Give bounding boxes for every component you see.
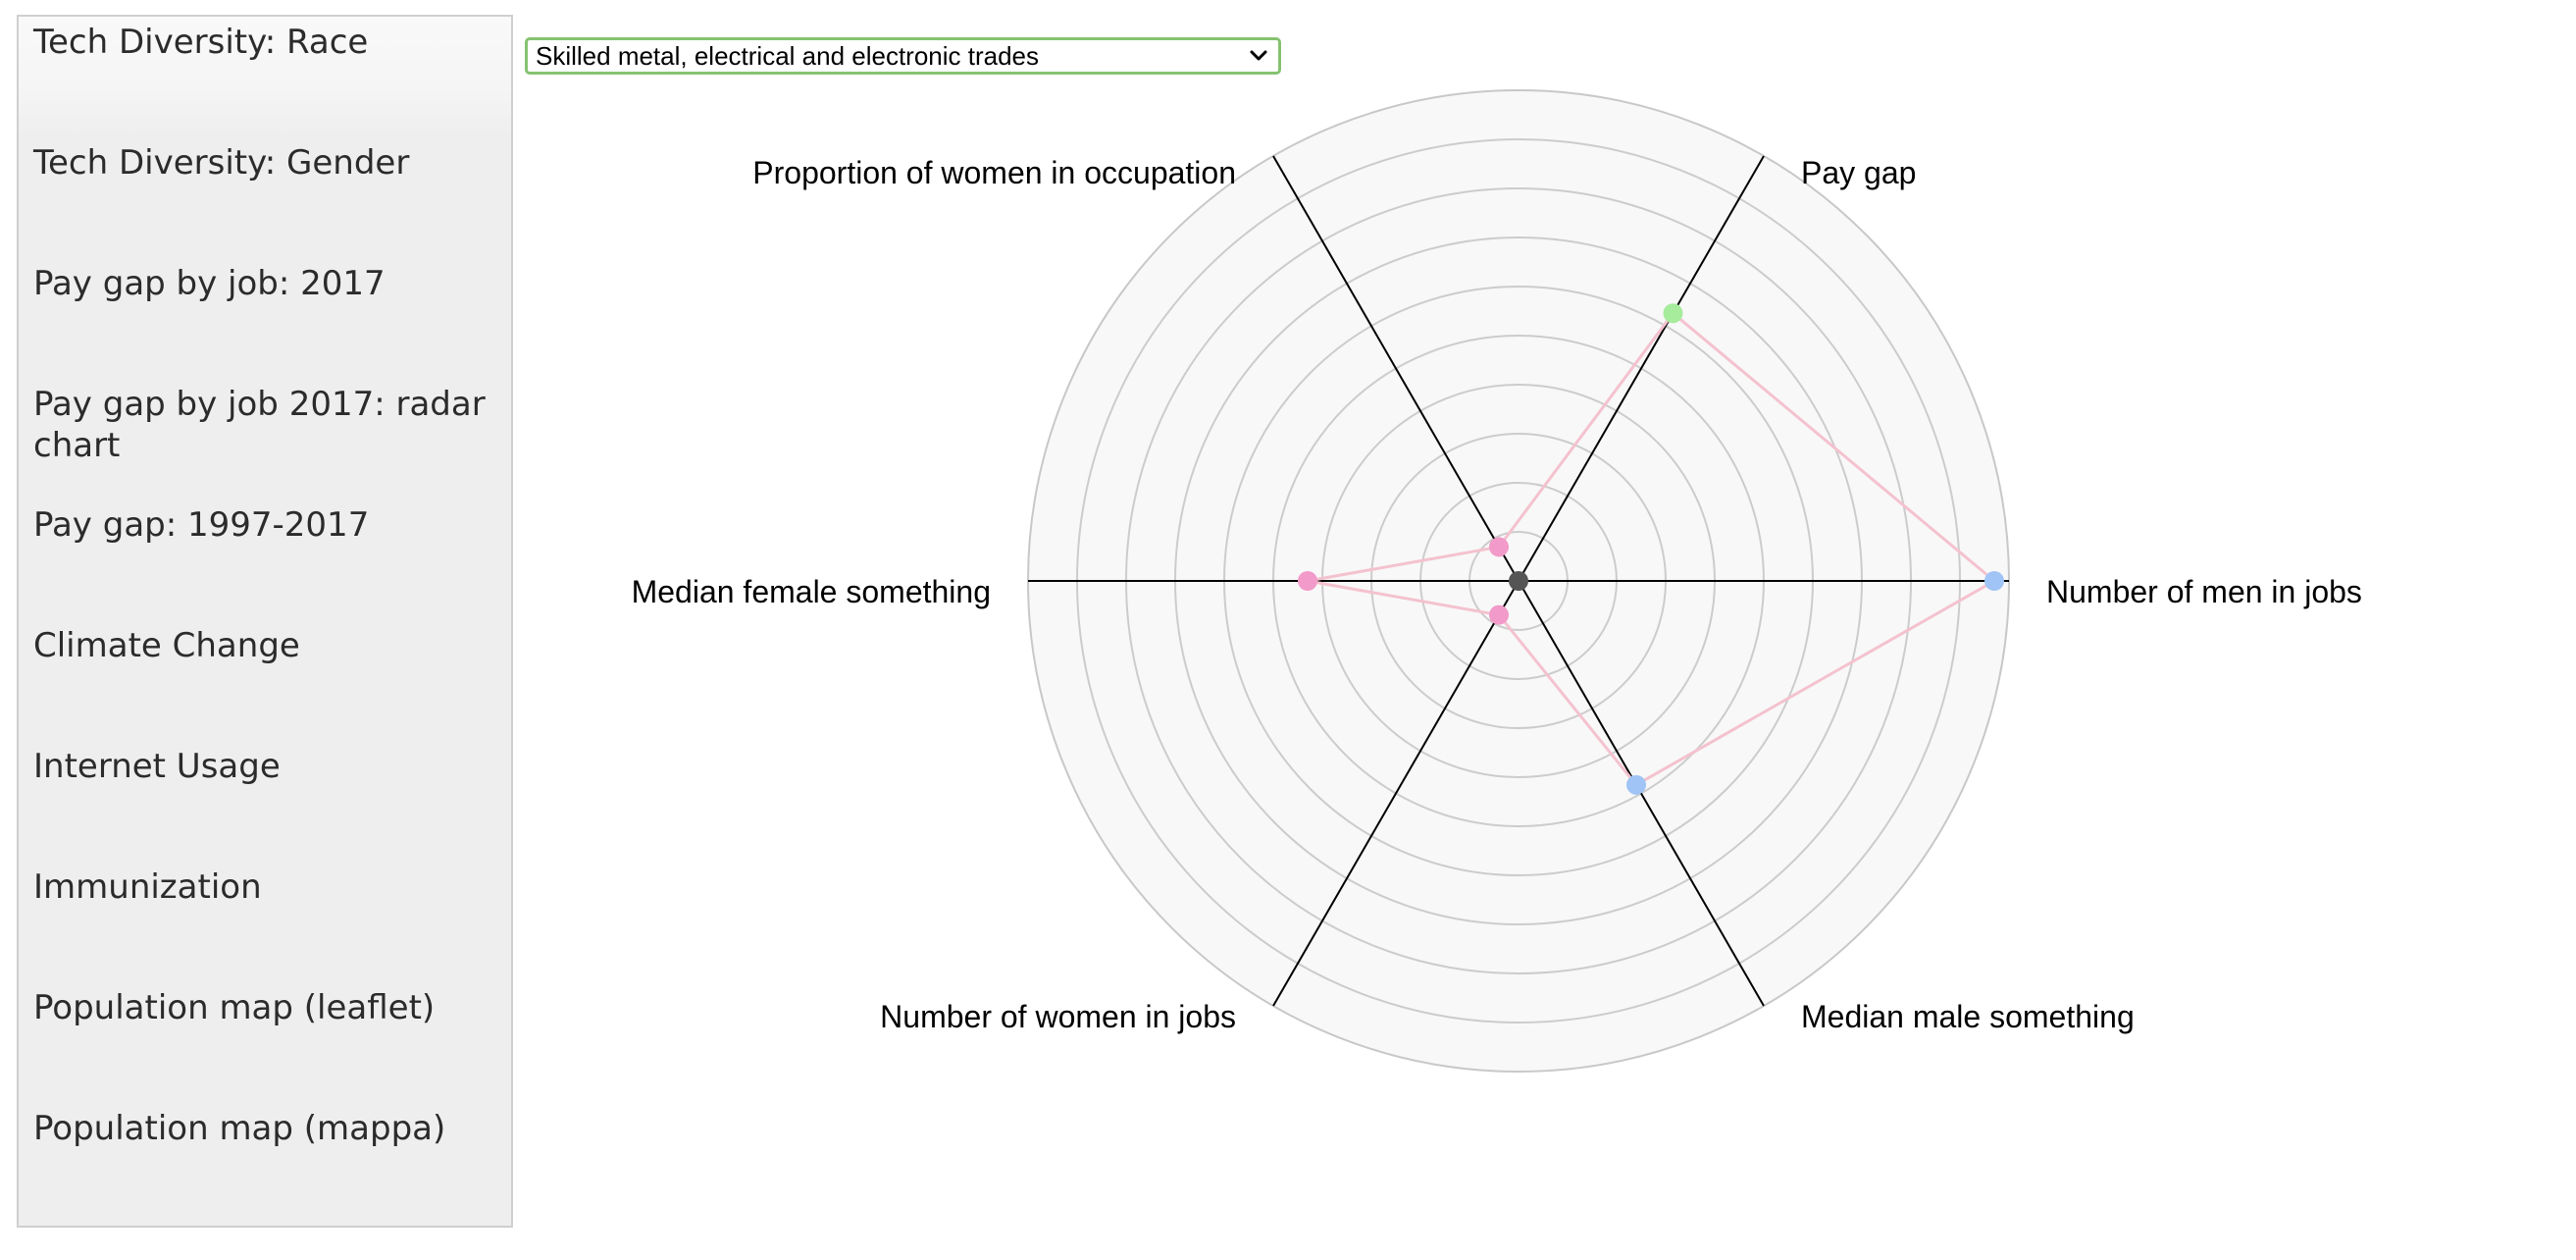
occupation-select[interactable]: Skilled metal, electrical and electronic…: [525, 37, 1281, 75]
radar-spoke: [1518, 155, 1765, 582]
radar-axis-label: Number of men in jobs: [2046, 574, 2362, 609]
radar-ring: [1321, 384, 1716, 778]
radar-axis-labels: Number of men in jobs Pay gap Proportion o…: [632, 155, 2362, 1034]
sidebar-item-tech-diversity-gender[interactable]: Tech Diversity: Gender: [33, 143, 410, 183]
radar-point: [1489, 537, 1509, 557]
radar-spoke: [1272, 155, 1520, 582]
radar-ring: [1419, 482, 1618, 680]
radar-axis-label: Median female something: [632, 574, 991, 609]
radar-ring: [1370, 433, 1667, 729]
sidebar-item-climate-change[interactable]: Climate Change: [33, 626, 300, 665]
radar-axis-label: Number of women in jobs: [880, 999, 1236, 1034]
radar-spoke: [1518, 580, 1765, 1007]
radar-ring: [1174, 236, 1863, 925]
radar-spoke: [1272, 580, 1520, 1007]
radar-center-point: [1509, 571, 1528, 591]
radar-point: [1984, 571, 2004, 591]
radar-axis-label: Proportion of women in occupation: [752, 155, 1236, 190]
radar-ring: [1468, 531, 1569, 631]
radar-ring: [1272, 335, 1765, 827]
sidebar-item-immunization[interactable]: Immunization: [33, 867, 262, 907]
radar-axis-label: Pay gap: [1801, 155, 1916, 190]
occupation-select-value: Skilled metal, electrical and electronic…: [536, 41, 1040, 71]
radar-ring: [1076, 138, 1961, 1024]
sidebar-nav: Tech Diversity: Race Tech Diversity: Gen…: [17, 15, 513, 1228]
radar-rings: [1027, 89, 2010, 1073]
radar-spokes: [1028, 155, 2009, 1007]
radar-point: [1663, 303, 1683, 324]
radar-ring: [1223, 286, 1814, 876]
sidebar-item-internet-usage[interactable]: Internet Usage: [33, 747, 281, 786]
radar-background: [1027, 89, 2010, 1073]
radar-axis-label: Median male something: [1801, 999, 2135, 1034]
radar-series-line: [1307, 311, 1997, 787]
radar-point: [1489, 604, 1509, 625]
radar-point: [1626, 774, 1646, 795]
chevron-down-icon: [1250, 50, 1267, 61]
sidebar-item-pay-gap-by-job-2017[interactable]: Pay gap by job: 2017: [33, 264, 386, 303]
sidebar-item-pay-gap-radar-chart[interactable]: Pay gap by job 2017: radar chart: [33, 385, 486, 465]
sidebar-item-pay-gap-1997-2017[interactable]: Pay gap: 1997-2017: [33, 505, 370, 545]
radar-point: [1298, 571, 1317, 591]
sidebar-item-population-map-leaflet[interactable]: Population map (leaflet): [33, 988, 436, 1027]
sidebar-item-population-map-mappa[interactable]: Population map (mappa): [33, 1109, 446, 1148]
radar-ring: [1125, 187, 1912, 974]
radar-series: [1298, 303, 2004, 795]
sidebar-item-tech-diversity-race[interactable]: Tech Diversity: Race: [19, 17, 511, 137]
